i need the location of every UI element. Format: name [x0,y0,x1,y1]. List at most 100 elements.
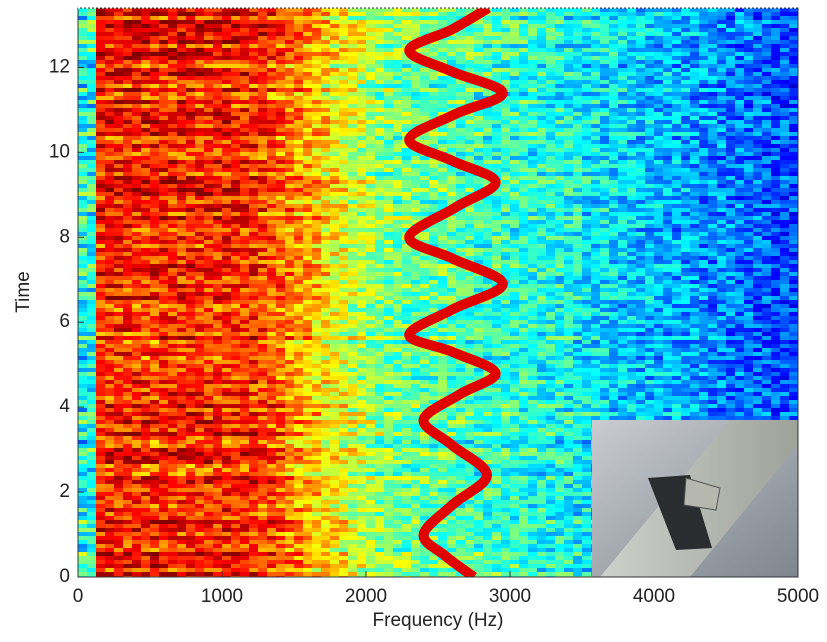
texture-cell [303,224,312,228]
texture-cell [600,208,609,212]
texture-cell [438,200,447,204]
texture-cell [357,204,366,208]
texture-cell [681,76,690,80]
texture-cell [384,24,393,28]
texture-cell [195,172,204,176]
texture-cell [348,132,357,136]
texture-cell [519,192,528,196]
texture-cell [636,52,645,56]
texture-cell [87,76,96,80]
texture-cell [744,36,753,40]
texture-cell [276,164,285,168]
texture-cell [546,8,555,12]
texture-cell [267,96,276,100]
texture-cell [249,252,258,256]
texture-cell [564,104,573,108]
texture-cell [456,8,465,12]
texture-cell [465,156,474,160]
texture-cell [726,204,735,208]
texture-cell [348,104,357,108]
texture-cell [555,152,564,156]
texture-cell [420,140,429,144]
texture-cell [789,24,798,28]
texture-cell [231,8,240,12]
texture-cell [744,156,753,160]
texture-cell [285,208,294,212]
texture-cell [663,120,672,124]
texture-cell [789,124,798,128]
texture-cell [582,248,591,252]
texture-cell [330,64,339,68]
texture-cell [717,224,726,228]
texture-cell [159,164,168,168]
texture-cell [708,208,717,212]
texture-cell [294,12,303,16]
texture-cell [582,76,591,80]
texture-cell [384,40,393,44]
texture-cell [168,124,177,128]
texture-cell [114,84,123,88]
texture-cell [537,152,546,156]
texture-cell [582,180,591,184]
texture-cell [618,148,627,152]
texture-cell [114,212,123,216]
texture-cell [447,124,456,128]
texture-cell [564,88,573,92]
texture-cell [393,76,402,80]
texture-cell [762,140,771,144]
texture-cell [717,196,726,200]
texture-cell [150,44,159,48]
texture-cell [708,40,717,44]
texture-cell [744,252,753,256]
texture-cell [150,140,159,144]
texture-cell [510,216,519,220]
texture-cell [141,104,150,108]
texture-cell [447,128,456,132]
texture-cell [690,148,699,152]
texture-cell [546,192,555,196]
texture-cell [609,184,618,188]
texture-cell [105,180,114,184]
texture-cell [501,228,510,232]
texture-cell [600,28,609,32]
texture-cell [438,184,447,188]
texture-cell [357,196,366,200]
texture-cell [447,48,456,52]
texture-cell [456,44,465,48]
texture-cell [600,132,609,136]
texture-cell [411,12,420,16]
texture-cell [519,148,528,152]
texture-cell [285,140,294,144]
texture-cell [96,44,105,48]
texture-cell [420,92,429,96]
texture-cell [105,140,114,144]
texture-cell [528,112,537,116]
texture-cell [204,256,213,260]
texture-cell [438,244,447,248]
texture-cell [384,168,393,172]
texture-cell [294,212,303,216]
texture-cell [393,148,402,152]
texture-cell [150,188,159,192]
texture-cell [546,144,555,148]
texture-cell [366,152,375,156]
texture-cell [204,108,213,112]
texture-cell [303,220,312,224]
texture-cell [789,68,798,72]
texture-cell [636,68,645,72]
texture-cell [213,76,222,80]
texture-cell [123,156,132,160]
texture-cell [789,60,798,64]
texture-cell [789,204,798,208]
texture-cell [438,44,447,48]
texture-cell [366,240,375,244]
texture-cell [348,152,357,156]
texture-cell [249,136,258,140]
texture-cell [591,104,600,108]
texture-cell [132,88,141,92]
texture-cell [249,92,258,96]
texture-cell [141,244,150,248]
texture-cell [375,60,384,64]
texture-cell [186,200,195,204]
texture-cell [141,224,150,228]
